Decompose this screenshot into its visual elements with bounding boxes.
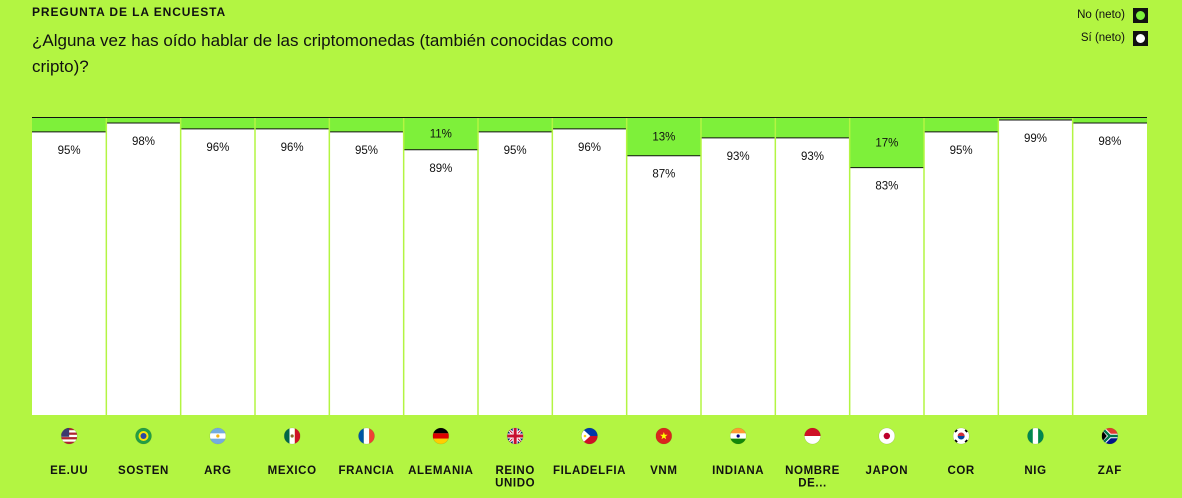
legend-label-no: No (neto) [1077,9,1125,21]
bar-no-9 [701,117,776,138]
survey-question: ¿Alguna vez has oído hablar de las cript… [32,31,614,76]
category-label-9: INDIANA [712,465,764,477]
data-label-si-13: 99% [1024,133,1047,145]
bar-no-2 [180,117,255,129]
category-label-5: ALEMANIA [408,465,474,477]
bar-no-3 [255,117,330,129]
data-label-si-10: 93% [801,151,824,163]
bar-si-7 [552,128,627,416]
data-label-no-11: 17% [875,137,898,149]
bar-no-11 [849,117,924,168]
bar-no-4 [329,117,404,132]
bar-si-4 [329,131,404,415]
legend-swatch-no [1133,7,1148,23]
legend: No (neto) Sí (neto) [1077,6,1148,52]
indonesia-flag-icon [804,427,821,445]
france-flag-icon [358,427,375,445]
data-label-no-5: 11% [430,128,452,140]
category-label-6: REINO UNIDO [495,465,535,490]
bar-si-2 [180,128,255,416]
category-label-11: JAPON [866,465,909,477]
bar-no-7 [552,117,627,129]
bar-si-3 [255,128,330,416]
bar-si-12 [924,131,999,415]
category-label-4: FRANCIA [339,465,395,477]
category-label-12: COR [947,465,974,477]
bar-si-13 [998,119,1073,415]
bar-si-10 [775,137,850,416]
bar-si-6 [478,131,553,415]
data-label-si-14: 98% [1098,136,1121,148]
bar-no-1 [106,117,181,123]
bar-si-14 [1072,122,1147,416]
bar-si-11 [849,167,924,415]
bar-si-1 [106,122,181,416]
legend-item-si: Sí (neto) [1077,29,1148,47]
germany-flag-icon [432,427,450,445]
data-label-si-8: 87% [652,169,675,181]
bar-si-8 [626,155,701,416]
bar-no-5 [403,117,478,150]
philippines-flag-icon [581,427,598,445]
bar-si-5 [403,149,478,415]
bar-si-9 [701,137,776,416]
bar-no-13 [998,117,1073,120]
india-flag-icon [729,427,747,445]
legend-label-si: Sí (neto) [1080,32,1125,44]
data-label-si-3: 96% [281,142,304,154]
japan-flag-icon [878,427,896,445]
data-label-si-6: 95% [504,145,527,157]
category-label-8: VNM [650,465,677,477]
korea-flag-icon [952,427,970,445]
bar-no-12 [924,117,999,132]
data-label-si-7: 96% [578,142,601,154]
data-label-si-5: 89% [429,163,452,175]
legend-item-no: No (neto) [1077,6,1148,24]
data-label-si-11: 83% [875,181,898,193]
data-label-si-9: 93% [727,151,750,163]
bar-no-14 [1072,117,1147,123]
brazil-flag-icon [135,427,152,445]
mexico-flag-icon [283,427,301,445]
data-label-si-12: 95% [950,145,973,157]
category-label-3: MEXICO [268,465,317,477]
category-label-2: ARG [204,465,231,477]
uk-flag-icon [506,427,524,445]
data-label-no-8: 13% [652,131,675,143]
category-label-0: EE.UU [50,465,88,477]
bar-si-0 [32,131,107,415]
category-label-14: ZAF [1098,465,1122,477]
us-flag-icon [60,427,78,445]
south-africa-flag-icon [1101,427,1119,445]
bar-no-10 [775,117,850,138]
category-label-7: FILADELFIA [553,465,626,477]
category-label-1: SOSTEN [118,465,169,477]
data-label-si-0: 95% [58,145,81,157]
legend-swatch-si [1133,30,1148,46]
data-label-si-4: 95% [355,145,378,157]
category-label-13: NIG [1024,465,1046,477]
data-label-si-1: 98% [132,136,155,148]
bar-no-8 [626,117,701,156]
bar-no-0 [32,117,107,132]
nigeria-flag-icon [1027,427,1044,445]
survey-eyebrow: PREGUNTA DE LA ENCUESTA [32,5,227,19]
vietnam-flag-icon [655,427,673,445]
bar-no-6 [478,117,553,132]
category-label-10: NOMBRE DE... [785,465,840,490]
argentina-flag-icon [209,427,227,445]
data-label-si-2: 96% [206,142,229,154]
